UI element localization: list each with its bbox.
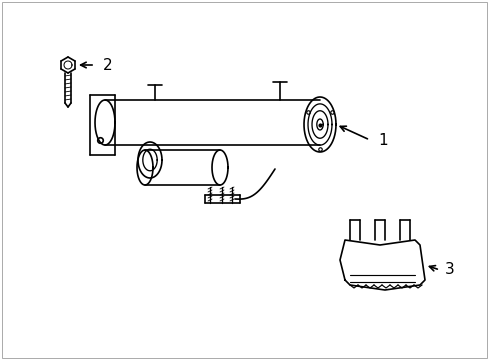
Text: 3: 3 xyxy=(444,262,454,278)
Text: 2: 2 xyxy=(103,58,112,72)
Text: 1: 1 xyxy=(377,132,387,148)
